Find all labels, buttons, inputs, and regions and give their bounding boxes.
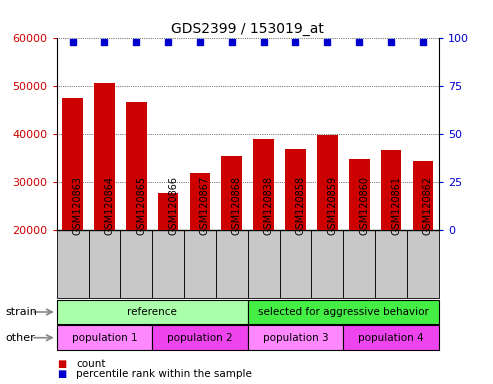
Text: ■: ■	[57, 369, 66, 379]
Bar	[158, 193, 178, 326]
Text: ■: ■	[57, 359, 66, 369]
Bar	[57, 300, 247, 324]
Text: GSM120866: GSM120866	[168, 176, 178, 235]
Bar	[216, 230, 247, 298]
Bar	[247, 325, 343, 350]
Bar	[349, 159, 370, 326]
Bar	[190, 173, 211, 326]
Text: population 3: population 3	[263, 333, 328, 343]
Bar	[57, 230, 89, 298]
Text: population 4: population 4	[358, 333, 424, 343]
Bar	[312, 230, 343, 298]
Bar	[280, 230, 312, 298]
Bar	[221, 156, 242, 326]
Bar	[94, 83, 115, 326]
Bar	[126, 102, 146, 326]
Text: GSM120862: GSM120862	[423, 176, 433, 235]
Text: strain: strain	[5, 307, 37, 317]
Text: population 1: population 1	[71, 333, 137, 343]
Bar	[407, 230, 439, 298]
Text: GSM120859: GSM120859	[327, 176, 337, 235]
Bar	[184, 230, 216, 298]
Text: other: other	[5, 333, 35, 343]
Text: GSM120838: GSM120838	[264, 176, 274, 235]
Bar	[343, 325, 439, 350]
Text: GSM120860: GSM120860	[359, 176, 369, 235]
Bar	[413, 161, 433, 326]
Bar	[89, 230, 120, 298]
Text: percentile rank within the sample: percentile rank within the sample	[76, 369, 252, 379]
Bar	[152, 325, 247, 350]
Bar	[343, 230, 375, 298]
Bar	[317, 135, 338, 326]
Bar	[247, 230, 280, 298]
Text: GSM120867: GSM120867	[200, 176, 210, 235]
Text: GSM120863: GSM120863	[72, 176, 83, 235]
Text: GSM120858: GSM120858	[295, 176, 306, 235]
Text: reference: reference	[127, 307, 177, 317]
Text: count: count	[76, 359, 106, 369]
Title: GDS2399 / 153019_at: GDS2399 / 153019_at	[171, 22, 324, 36]
Bar	[253, 139, 274, 326]
Text: selected for aggressive behavior: selected for aggressive behavior	[258, 307, 429, 317]
Bar	[381, 150, 401, 326]
Bar	[57, 325, 152, 350]
Bar	[285, 149, 306, 326]
Text: GSM120868: GSM120868	[232, 176, 242, 235]
Bar	[62, 98, 83, 326]
Text: GSM120864: GSM120864	[105, 176, 114, 235]
Text: GSM120865: GSM120865	[136, 176, 146, 235]
Bar	[120, 230, 152, 298]
Text: population 2: population 2	[167, 333, 233, 343]
Bar	[152, 230, 184, 298]
Text: GSM120861: GSM120861	[391, 176, 401, 235]
Bar	[247, 300, 439, 324]
Bar	[375, 230, 407, 298]
